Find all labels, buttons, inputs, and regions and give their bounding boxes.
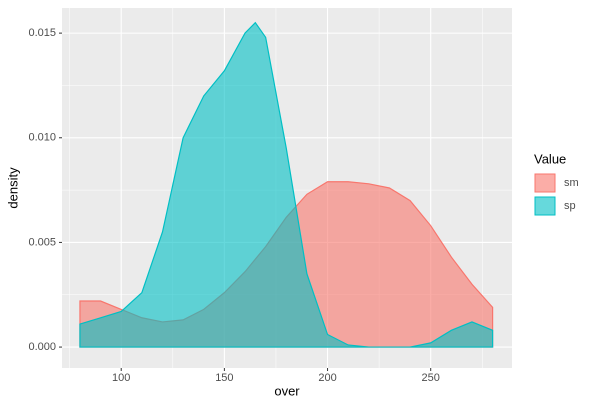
y-tick-label: 0.010 bbox=[28, 132, 56, 144]
x-tick-label: 150 bbox=[215, 372, 233, 384]
y-axis-label: density bbox=[5, 167, 20, 209]
legend-label: sp bbox=[564, 200, 576, 212]
x-tick-label: 100 bbox=[112, 372, 130, 384]
density-area bbox=[79, 21, 494, 348]
y-tick-label: 0.005 bbox=[28, 236, 56, 248]
legend-key bbox=[534, 196, 556, 216]
x-tick-label: 250 bbox=[422, 372, 440, 384]
legend-title: Value bbox=[534, 151, 566, 166]
legend-key bbox=[534, 173, 556, 193]
x-tick-label: 200 bbox=[318, 372, 336, 384]
x-axis-label: over bbox=[274, 383, 300, 398]
legend-label: sm bbox=[564, 177, 579, 189]
y-tick-label: 0.015 bbox=[28, 27, 56, 39]
y-tick-label: 0.000 bbox=[28, 341, 56, 353]
